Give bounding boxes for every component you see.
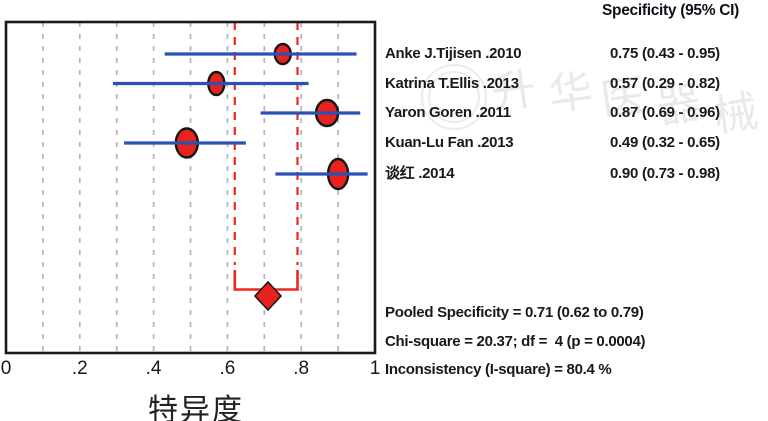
study-value: 0.90 bbox=[610, 165, 638, 182]
plot-border bbox=[4, 20, 377, 355]
x-axis-title: 特异度 bbox=[148, 393, 244, 421]
study-value: 0.49 bbox=[610, 134, 638, 151]
x-tick-label: 1 bbox=[370, 358, 381, 379]
study-name: Yaron Goren .2011 bbox=[385, 104, 511, 121]
x-tick-label: .4 bbox=[146, 358, 162, 379]
study-value: 0.87 bbox=[610, 104, 638, 121]
x-tick-label: .2 bbox=[72, 358, 88, 379]
x-tick-label: 0 bbox=[1, 358, 12, 379]
study-name: Kuan-Lu Fan .2013 bbox=[385, 134, 514, 151]
study-name: Anke J.Tijisen .2010 bbox=[385, 45, 522, 62]
study-ci: (0.32 - 0.65) bbox=[642, 134, 720, 151]
column-header-specificity-ci: Specificity (95% CI) bbox=[602, 2, 739, 19]
study-ci: (0.43 - 0.95) bbox=[642, 45, 720, 62]
pooled-diamond bbox=[253, 280, 283, 312]
x-tick-label: .8 bbox=[293, 358, 309, 379]
study-value: 0.57 bbox=[610, 75, 638, 92]
study-ci: (0.69 - 0.96) bbox=[642, 104, 720, 121]
chi-square-text: Chi-square = 20.37; df = 4 (p = 0.0004) bbox=[385, 333, 646, 350]
inconsistency-text: Inconsistency (I-square) = 80.4 % bbox=[385, 361, 612, 378]
study-value: 0.75 bbox=[610, 45, 638, 62]
pooled-specificity-text: Pooled Specificity = 0.71 (0.62 to 0.79) bbox=[385, 304, 644, 321]
study-ci: (0.73 - 0.98) bbox=[642, 165, 720, 182]
study-name: Katrina T.Ellis .2013 bbox=[385, 75, 519, 92]
study-ci: (0.29 - 0.82) bbox=[642, 75, 720, 92]
study-name: 谈红 .2014 bbox=[385, 165, 455, 182]
x-tick-label: .6 bbox=[219, 358, 235, 379]
